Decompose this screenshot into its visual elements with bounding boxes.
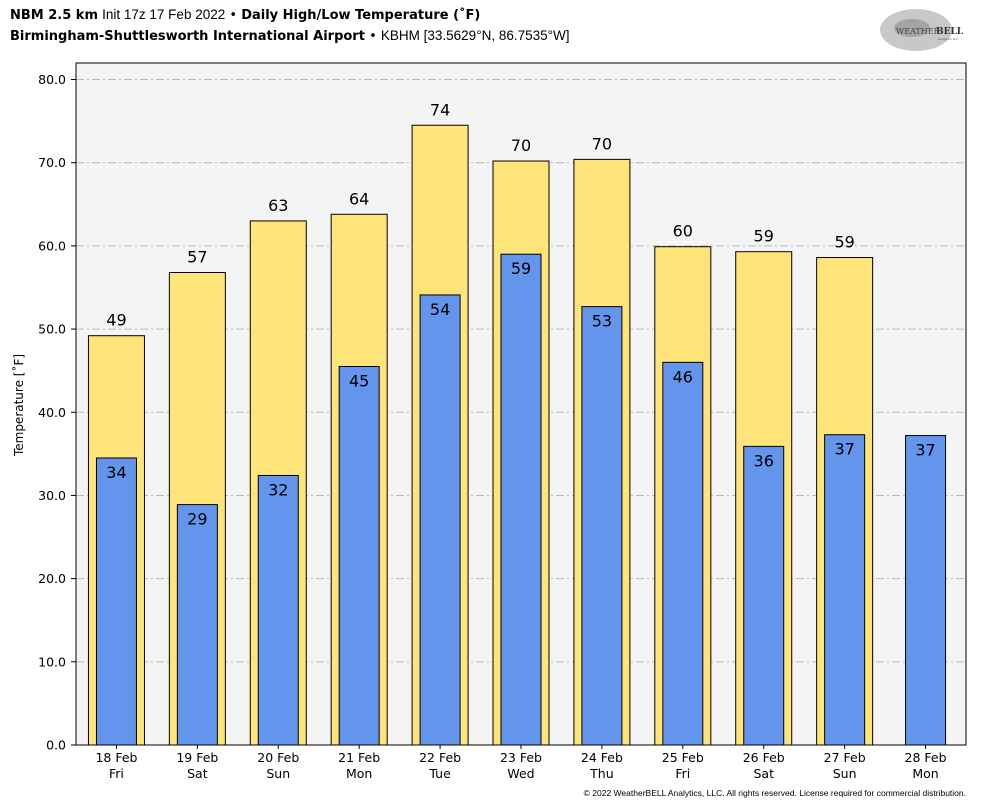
high-value-label: 59 (834, 233, 854, 252)
chart-title-line-2: Birmingham-Shuttlesworth International A… (10, 27, 570, 46)
y-axis-label: Temperature [˚F] (12, 353, 26, 457)
low-bar (662, 361, 704, 746)
weatherbell-logo: WEATHER BELL Analytics LLC (880, 9, 964, 51)
low-value-label: 59 (511, 259, 531, 278)
y-tick-label: 10.0 (38, 654, 66, 669)
y-tick-label: 20.0 (38, 571, 66, 586)
x-tick-weekday-label: Thu (589, 766, 613, 781)
low-bar (257, 474, 299, 746)
plot-frame (75, 62, 967, 746)
low-bar (338, 365, 380, 746)
low-value-label: 54 (430, 300, 450, 319)
low-bar (176, 504, 218, 746)
low-value-label: 37 (834, 440, 854, 459)
x-tick-weekday-label: Wed (507, 766, 534, 781)
station-info: KBHM [33.5629°N, 86.7535°W] (380, 28, 570, 43)
x-tick-weekday-label: Fri (109, 766, 124, 781)
high-value-label: 59 (754, 227, 774, 246)
x-tick-date-label: 19 Feb (176, 750, 218, 765)
low-value-label: 45 (349, 371, 369, 390)
high-value-label: 70 (592, 134, 612, 153)
x-tick-weekday-label: Fri (675, 766, 690, 781)
low-value-label: 46 (673, 367, 693, 386)
x-tick-date-label: 28 Feb (905, 750, 947, 765)
low-value-label: 32 (268, 480, 288, 499)
station-name: Birmingham-Shuttlesworth International A… (10, 29, 365, 44)
low-bar (419, 294, 461, 746)
low-bar (500, 253, 542, 746)
x-tick-date-label: 21 Feb (338, 750, 380, 765)
low-value-label: 29 (187, 510, 207, 529)
x-tick-date-label: 24 Feb (581, 750, 623, 765)
separator: • (229, 8, 238, 23)
x-tick-weekday-label: Sat (753, 766, 774, 781)
high-value-label: 49 (106, 311, 126, 330)
low-bar (743, 445, 785, 746)
x-tick-date-label: 20 Feb (257, 750, 299, 765)
x-tick-date-label: 22 Feb (419, 750, 461, 765)
x-tick-weekday-label: Sat (187, 766, 208, 781)
high-value-label: 74 (430, 100, 450, 119)
low-bar (905, 435, 947, 746)
x-tick-weekday-label: Mon (912, 766, 938, 781)
low-value-label: 37 (915, 441, 935, 460)
y-tick-label: 50.0 (38, 322, 66, 337)
low-bar (95, 457, 137, 746)
x-tick-weekday-label: Mon (346, 766, 372, 781)
x-tick-date-label: 18 Feb (95, 750, 137, 765)
separator: • (369, 29, 377, 44)
y-tick-label: 0.0 (46, 738, 66, 753)
init-time: Init 17z 17 Feb 2022 (102, 7, 226, 22)
low-bar (824, 434, 866, 746)
copyright-notice: © 2022 WeatherBELL Analytics, LLC. All r… (583, 788, 966, 798)
high-value-label: 60 (673, 222, 693, 241)
x-tick-weekday-label: Sun (266, 766, 290, 781)
bars: 49 34 57 29 63 32 64 45 74 54 70 59 70 53 60 46 59 36 59 37… (87, 100, 947, 746)
chart-title-line-1: NBM 2.5 km Init 17z 17 Feb 2022 • Daily … (10, 6, 480, 25)
x-tick-date-label: 23 Feb (500, 750, 542, 765)
x-tick-date-label: 27 Feb (824, 750, 866, 765)
y-tick-label: 30.0 (38, 488, 66, 503)
logo-text-brand: BELL (936, 27, 964, 37)
y-axis: 0.0 10.0 20.0 30.0 40.0 50.0 60.0 70.0 80.0 (38, 72, 76, 753)
low-value-label: 53 (592, 312, 612, 331)
x-tick-date-label: 25 Feb (662, 750, 704, 765)
logo-text-main: WEATHER (896, 27, 941, 36)
x-tick-date-label: 26 Feb (743, 750, 785, 765)
low-value-label: 34 (106, 463, 126, 482)
high-value-label: 63 (268, 196, 288, 215)
high-value-label: 70 (511, 136, 531, 155)
low-value-label: 36 (754, 451, 774, 470)
y-tick-label: 40.0 (38, 405, 66, 420)
high-value-label: 57 (187, 247, 207, 266)
low-bar (581, 306, 623, 746)
high-value-label: 64 (349, 189, 369, 208)
x-tick-weekday-label: Sun (833, 766, 857, 781)
product-name: Daily High/Low Temperature (˚F) (241, 8, 481, 23)
y-tick-label: 70.0 (38, 155, 66, 170)
y-tick-label: 80.0 (38, 72, 66, 87)
logo-text-sub: Analytics LLC (938, 37, 958, 41)
x-tick-weekday-label: Tue (428, 766, 451, 781)
model-name: NBM 2.5 km (10, 8, 98, 23)
y-tick-label: 60.0 (38, 238, 66, 253)
